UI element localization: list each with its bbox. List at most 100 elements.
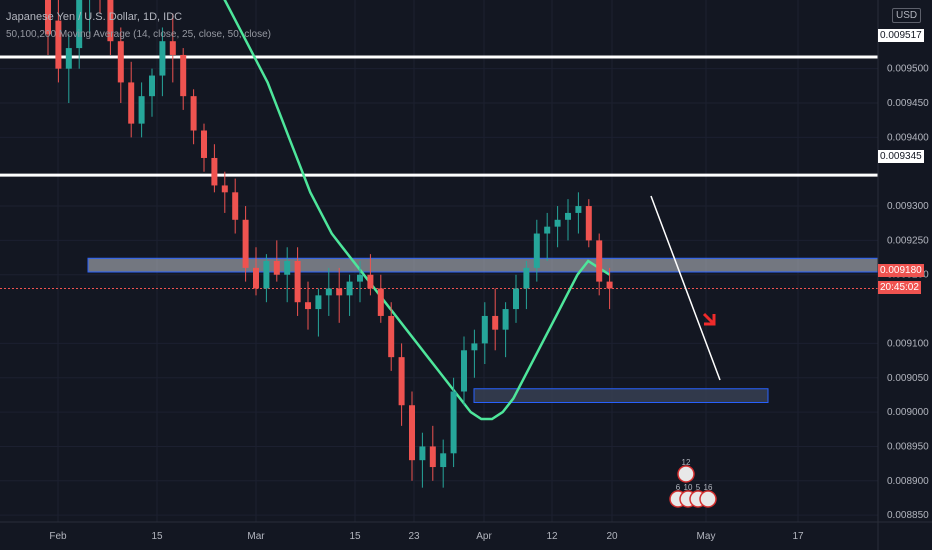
bear-candle — [169, 41, 176, 55]
bear-candle — [294, 261, 301, 303]
bull-candle — [565, 212, 571, 220]
x-tick-label: May — [697, 531, 716, 542]
bull-candle — [502, 309, 509, 330]
bull-candle — [575, 206, 582, 213]
x-tick-label: Mar — [247, 531, 265, 542]
bear-candle — [336, 288, 343, 296]
y-tick-label: 0.008900 — [887, 476, 929, 487]
bull-candle — [357, 274, 363, 282]
x-tick-label: 23 — [408, 531, 420, 542]
bull-candle — [461, 350, 467, 392]
bull-candle — [513, 288, 519, 310]
bear-candle — [211, 157, 218, 186]
bull-candle — [65, 48, 72, 69]
moving-average — [223, 0, 611, 421]
bull-candle — [481, 315, 488, 344]
bull-candle — [263, 261, 270, 289]
resistance-top-price-label: 0.009517 — [878, 29, 924, 42]
resistance-mid-price-label: 0.009345 — [878, 150, 924, 163]
x-tick-label: 15 — [151, 531, 163, 542]
projection-line — [650, 195, 721, 381]
bull-candle — [346, 281, 353, 296]
bull-candle — [523, 267, 530, 289]
current-price-label: 0.009180 — [878, 264, 924, 277]
y-tick-label: 0.009300 — [887, 201, 929, 212]
event-count: 12 — [682, 458, 691, 467]
x-tick-label: Apr — [476, 531, 492, 542]
y-tick-label: 0.009250 — [887, 235, 929, 246]
bull-candle — [450, 391, 457, 454]
resistance-zone — [87, 257, 879, 273]
bull-candle — [471, 343, 478, 351]
bear-candle — [409, 405, 415, 461]
event-icons: 12 6 10 5 16 — [669, 458, 717, 508]
bull-candle — [159, 41, 166, 76]
bear-candle — [273, 261, 280, 275]
bear-candle — [585, 206, 592, 241]
bull-candle — [533, 233, 540, 268]
legend: Japanese Yen / U.S. Dollar, 1D, IDC 50,1… — [6, 6, 271, 41]
bull-candle — [284, 261, 291, 275]
x-tick-label: 15 — [349, 531, 361, 542]
bear-candle — [596, 240, 603, 282]
indicator-title: 50,100,200 Moving Average (14, close, 25… — [6, 29, 271, 40]
bear-candle — [492, 315, 499, 330]
y-tick-label: 0.009000 — [887, 407, 929, 418]
symbol-title: Japanese Yen / U.S. Dollar, 1D, IDC — [6, 11, 183, 23]
y-axis: 0.009500 0.009450 0.009400 0.009300 0.009250… — [877, 0, 929, 550]
event-count: 16 — [704, 483, 713, 492]
bear-candle — [253, 267, 259, 289]
bear-candle — [388, 315, 395, 358]
bull-candle — [149, 75, 155, 97]
economic-event-icon — [699, 490, 717, 508]
horizontal-lines — [0, 55, 878, 289]
bull-candle — [76, 0, 83, 49]
bear-candle — [398, 357, 405, 406]
y-tick-label: 0.009450 — [887, 98, 929, 109]
bull-candle — [419, 446, 426, 461]
x-tick-label: 17 — [792, 531, 804, 542]
bear-candle — [190, 96, 197, 131]
bear-candle — [45, 0, 51, 35]
down-arrow-icon — [702, 312, 716, 326]
y-tick-label: 0.009400 — [887, 132, 929, 143]
event-count: 6 — [676, 483, 681, 492]
candles — [45, 0, 613, 488]
moving-average-line — [223, 0, 611, 421]
bear-candle — [180, 54, 187, 97]
bear-candle — [305, 302, 311, 310]
y-tick-label: 0.009500 — [887, 64, 929, 75]
event-count: 10 — [684, 483, 693, 492]
bear-candle — [128, 82, 135, 124]
support-zone — [473, 388, 769, 403]
y-tick-label: 0.008850 — [887, 510, 929, 521]
event-count: 5 — [696, 483, 701, 492]
x-tick-label: 12 — [546, 531, 558, 542]
countdown-label: 20:45:02 — [878, 281, 921, 294]
economic-event-icon — [677, 465, 695, 483]
bull-candle — [440, 453, 447, 468]
bear-candle — [367, 274, 374, 289]
x-tick-label: 20 — [606, 531, 618, 542]
y-tick-label: 0.009050 — [887, 373, 929, 384]
bull-candle — [544, 226, 551, 234]
bear-candle — [117, 41, 124, 83]
bear-candle — [242, 219, 249, 268]
currency-badge[interactable]: USD — [892, 8, 922, 23]
bear-candle — [55, 20, 62, 69]
x-axis: Feb 15 Mar 15 23 Apr 12 20 May 17 — [0, 521, 932, 542]
bear-candle — [107, 0, 114, 42]
bear-candle — [221, 185, 228, 193]
bear-candle — [232, 192, 239, 220]
projection-line — [650, 195, 721, 381]
bear-candle — [377, 288, 384, 316]
y-tick-label: 0.009100 — [887, 338, 929, 349]
bear-candle — [201, 130, 207, 158]
bull-candle — [325, 288, 332, 296]
bear-candle — [429, 446, 436, 468]
bear-candle — [606, 281, 613, 289]
y-tick-label: 0.008950 — [887, 441, 929, 452]
x-tick-label: Feb — [49, 531, 67, 542]
bull-candle — [554, 219, 561, 227]
